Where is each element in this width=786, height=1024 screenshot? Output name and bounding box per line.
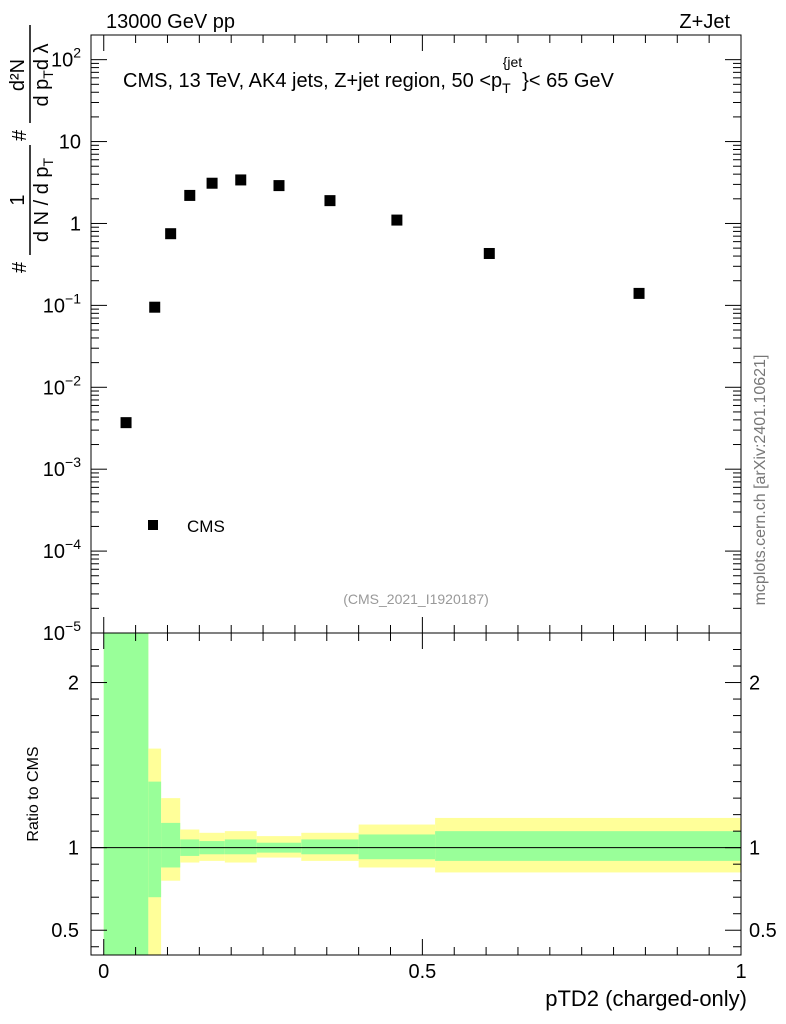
ratio-y-tick-label-right: 2 bbox=[749, 673, 760, 695]
ratio-inner-band bbox=[301, 839, 359, 855]
data-point bbox=[391, 214, 403, 226]
x-axis-label: pTD2 (charged-only) bbox=[545, 986, 747, 1011]
main-frame bbox=[90, 34, 742, 634]
main-yticks: 10−5 10−4 10−3 10−2 10−1 1 10 102 bbox=[43, 34, 741, 645]
data-point bbox=[184, 189, 196, 201]
data-point bbox=[324, 195, 336, 207]
x-tick-label: 0 bbox=[98, 961, 109, 983]
ratio-y-tick-label-right: 0.5 bbox=[749, 920, 777, 942]
ylabel-frac1-den-sub: T bbox=[40, 157, 56, 166]
ylabel-frac1-den: d N / d pT bbox=[31, 157, 56, 242]
ratio-panel: 0.5 0.51 12 2 0 0.5 1 Ratio to CMS pTD2 (char… bbox=[25, 632, 777, 1011]
ratio-xticks: 0 0.5 1 bbox=[98, 633, 747, 983]
analysis-id-label: (CMS_2021_I1920187) bbox=[343, 591, 489, 607]
ylabel-hash-2: # bbox=[9, 129, 31, 141]
data-point bbox=[206, 177, 218, 189]
ratio-inner-band bbox=[358, 834, 436, 860]
y-tick-label: 10−1 bbox=[43, 290, 81, 317]
ratio-inner-band bbox=[435, 831, 741, 861]
ylabel-frac2-den-sub: T bbox=[40, 70, 56, 79]
y-tick-label: 10−5 bbox=[43, 618, 81, 645]
chart-title: CMS, 13 TeV, AK4 jets, Z+jet region, 50 … bbox=[123, 54, 615, 96]
y-tick-label: 10−4 bbox=[43, 536, 81, 563]
chart-title-sub: T bbox=[502, 80, 511, 96]
ylabel-frac2-num: d²N bbox=[7, 59, 29, 91]
ratio-yticks: 0.5 0.5 1 1 2 2 bbox=[51, 649, 777, 948]
header-right-label: Z+Jet bbox=[679, 11, 730, 33]
ylabel-frac1-num: 1 bbox=[7, 194, 29, 205]
data-point bbox=[120, 417, 132, 429]
x-tick-label: 1 bbox=[735, 961, 746, 983]
ratio-inner-band bbox=[161, 822, 181, 868]
ratio-y-tick-label: 1 bbox=[68, 838, 79, 860]
data-point bbox=[273, 180, 285, 192]
ratio-inner-band bbox=[148, 781, 162, 898]
main-xticks bbox=[103, 35, 742, 633]
main-panel: CMS, 13 TeV, AK4 jets, Z+jet region, 50 … bbox=[7, 25, 742, 645]
data-point bbox=[165, 228, 177, 240]
data-point bbox=[633, 287, 645, 299]
y-tick-label: 10 bbox=[59, 132, 81, 154]
x-tick-label: 0.5 bbox=[408, 961, 436, 983]
chart-title-prefix: CMS, 13 TeV, AK4 jets, Z+jet region, 50 … bbox=[123, 70, 502, 92]
legend: CMS bbox=[148, 517, 225, 536]
ratio-y-tick-label: 0.5 bbox=[51, 920, 79, 942]
chart-title-suffix: }< 65 GeV bbox=[522, 70, 614, 92]
legend-label: CMS bbox=[187, 517, 225, 536]
ratio-bands bbox=[103, 633, 741, 955]
y-tick-label: 1 bbox=[70, 213, 81, 235]
main-points bbox=[120, 174, 645, 429]
ylabel-frac2-den: d pTd λ bbox=[31, 43, 56, 106]
data-point bbox=[483, 247, 495, 259]
header-left-label: 13000 GeV pp bbox=[106, 11, 235, 33]
ratio-inner-band bbox=[103, 633, 149, 955]
data-point bbox=[149, 301, 161, 313]
ratio-y-tick-label-right: 1 bbox=[749, 838, 760, 860]
ratio-frame bbox=[90, 632, 742, 956]
watermark-label: mcplots.cern.ch [arXiv:2401.10621] bbox=[752, 355, 769, 606]
main-ylabel: # 1 d N / d pT # d²N d pTd λ bbox=[7, 25, 56, 273]
y-tick-label: 102 bbox=[51, 45, 81, 72]
ylabel-hash-1: # bbox=[9, 261, 31, 273]
legend-marker bbox=[148, 520, 158, 530]
ratio-y-tick-label: 2 bbox=[68, 673, 79, 695]
y-tick-label: 10−2 bbox=[43, 372, 81, 399]
ratio-inner-band bbox=[224, 839, 257, 855]
y-tick-label: 10−3 bbox=[43, 454, 81, 481]
data-point bbox=[235, 174, 247, 186]
chart-title-sup: {jet bbox=[503, 54, 523, 70]
ylabel-frac2-den-main: d p bbox=[31, 79, 53, 107]
ylabel-frac2-den-tail: d λ bbox=[31, 43, 53, 70]
ylabel-frac1-den-main: d N / d p bbox=[31, 166, 53, 242]
ratio-ylabel: Ratio to CMS bbox=[25, 746, 42, 841]
